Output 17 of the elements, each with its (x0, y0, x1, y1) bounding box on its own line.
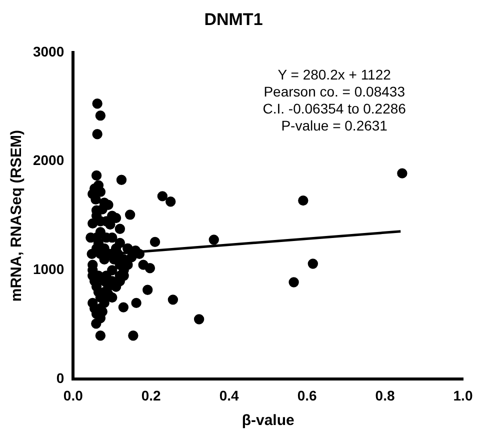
x-axis-title: β-value (242, 412, 294, 430)
y-tick-label: 2000 (32, 152, 64, 168)
x-tick-label: 0.8 (375, 387, 395, 404)
y-tick-label: 0 (56, 370, 64, 386)
x-tick-label: 0.2 (141, 387, 162, 404)
x-tick-label: 0.0 (63, 387, 84, 404)
annotation: P-value = 0.2631 (281, 117, 388, 134)
chart-title: DNMT1 (204, 10, 263, 29)
y-axis-title: mRNA, RNASeq (RSEM) (8, 130, 26, 302)
x-tick-label: 1.0 (453, 387, 473, 404)
y-tick-label: 3000 (32, 43, 64, 60)
x-tick-label: 0.6 (297, 387, 317, 404)
annotation: C.I. -0.06354 to 0.2286 (262, 100, 406, 116)
x-tick-label: 0.4 (219, 387, 240, 404)
annotation: Y = 280.2x + 1122 (278, 66, 392, 82)
annotation: Pearson co. = 0.08433 (264, 83, 406, 100)
y-tick-label: 1000 (32, 261, 64, 278)
